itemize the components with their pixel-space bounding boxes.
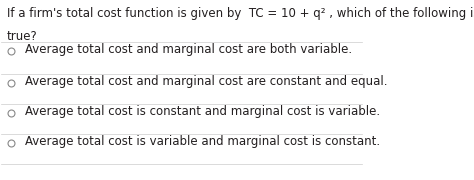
Text: Average total cost is constant and marginal cost is variable.: Average total cost is constant and margi… <box>25 105 380 118</box>
Text: Average total cost and marginal cost are both variable.: Average total cost and marginal cost are… <box>25 43 352 56</box>
Text: Average total cost is variable and marginal cost is constant.: Average total cost is variable and margi… <box>25 135 380 148</box>
Text: Average total cost and marginal cost are constant and equal.: Average total cost and marginal cost are… <box>25 75 387 88</box>
Text: true?: true? <box>7 30 37 43</box>
Text: If a firm's total cost function is given by  TC = 10 + q² , which of the followi: If a firm's total cost function is given… <box>7 7 474 20</box>
